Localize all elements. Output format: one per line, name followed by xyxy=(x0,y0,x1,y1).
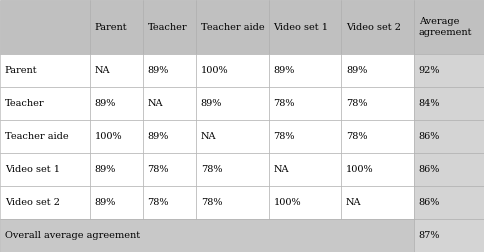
Text: 78%: 78% xyxy=(273,99,295,108)
Text: 100%: 100% xyxy=(201,66,228,75)
Bar xyxy=(341,87,414,120)
Text: 100%: 100% xyxy=(273,198,301,207)
Text: 78%: 78% xyxy=(201,165,222,174)
Bar xyxy=(90,153,143,186)
Text: 78%: 78% xyxy=(148,165,169,174)
Text: Teacher: Teacher xyxy=(5,99,45,108)
Bar xyxy=(0,186,90,219)
Bar xyxy=(143,87,196,120)
Text: 86%: 86% xyxy=(419,198,440,207)
Text: NA: NA xyxy=(273,165,289,174)
Text: 89%: 89% xyxy=(94,99,116,108)
Text: 78%: 78% xyxy=(148,198,169,207)
Text: 100%: 100% xyxy=(346,165,374,174)
Text: Teacher: Teacher xyxy=(148,22,187,32)
Bar xyxy=(90,0,143,54)
Bar xyxy=(143,186,196,219)
Text: 92%: 92% xyxy=(419,66,440,75)
Bar xyxy=(0,153,90,186)
Text: 78%: 78% xyxy=(346,99,367,108)
Text: Video set 2: Video set 2 xyxy=(5,198,60,207)
Bar xyxy=(414,120,484,153)
Bar xyxy=(0,87,90,120)
Text: Teacher aide: Teacher aide xyxy=(5,132,68,141)
Bar xyxy=(269,54,341,87)
Bar xyxy=(269,0,341,54)
Text: Average
agreement: Average agreement xyxy=(419,17,472,37)
Text: 89%: 89% xyxy=(148,132,169,141)
Text: 86%: 86% xyxy=(419,132,440,141)
Bar xyxy=(196,54,269,87)
Text: Parent: Parent xyxy=(5,66,37,75)
Bar xyxy=(196,153,269,186)
Bar xyxy=(196,120,269,153)
Bar xyxy=(341,54,414,87)
Bar xyxy=(196,186,269,219)
Text: 86%: 86% xyxy=(419,165,440,174)
Text: Parent: Parent xyxy=(94,22,127,32)
Bar xyxy=(0,219,414,252)
Bar xyxy=(341,120,414,153)
Bar xyxy=(341,0,414,54)
Bar xyxy=(0,120,90,153)
Bar xyxy=(90,120,143,153)
Bar xyxy=(269,87,341,120)
Bar xyxy=(143,0,196,54)
Text: Teacher aide: Teacher aide xyxy=(201,22,264,32)
Text: 89%: 89% xyxy=(273,66,295,75)
Text: 87%: 87% xyxy=(419,231,440,240)
Text: Video set 1: Video set 1 xyxy=(273,22,329,32)
Bar xyxy=(0,54,90,87)
Bar xyxy=(143,54,196,87)
Bar xyxy=(269,186,341,219)
Bar xyxy=(269,120,341,153)
Bar xyxy=(143,153,196,186)
Text: 89%: 89% xyxy=(346,66,367,75)
Text: 84%: 84% xyxy=(419,99,440,108)
Text: 89%: 89% xyxy=(94,198,116,207)
Bar xyxy=(90,186,143,219)
Text: Video set 1: Video set 1 xyxy=(5,165,60,174)
Text: 78%: 78% xyxy=(201,198,222,207)
Text: 89%: 89% xyxy=(94,165,116,174)
Bar xyxy=(414,54,484,87)
Text: NA: NA xyxy=(94,66,110,75)
Bar xyxy=(414,0,484,54)
Bar xyxy=(90,87,143,120)
Bar xyxy=(414,87,484,120)
Bar xyxy=(414,186,484,219)
Bar xyxy=(196,87,269,120)
Text: NA: NA xyxy=(148,99,163,108)
Bar xyxy=(269,153,341,186)
Bar xyxy=(414,219,484,252)
Text: Overall average agreement: Overall average agreement xyxy=(5,231,140,240)
Text: 78%: 78% xyxy=(273,132,295,141)
Text: NA: NA xyxy=(346,198,362,207)
Text: NA: NA xyxy=(201,132,216,141)
Bar xyxy=(90,54,143,87)
Bar xyxy=(414,153,484,186)
Bar xyxy=(341,153,414,186)
Bar xyxy=(0,0,90,54)
Text: 78%: 78% xyxy=(346,132,367,141)
Bar xyxy=(196,0,269,54)
Text: Video set 2: Video set 2 xyxy=(346,22,401,32)
Text: 100%: 100% xyxy=(94,132,122,141)
Bar xyxy=(341,186,414,219)
Text: 89%: 89% xyxy=(201,99,222,108)
Text: 89%: 89% xyxy=(148,66,169,75)
Bar xyxy=(143,120,196,153)
